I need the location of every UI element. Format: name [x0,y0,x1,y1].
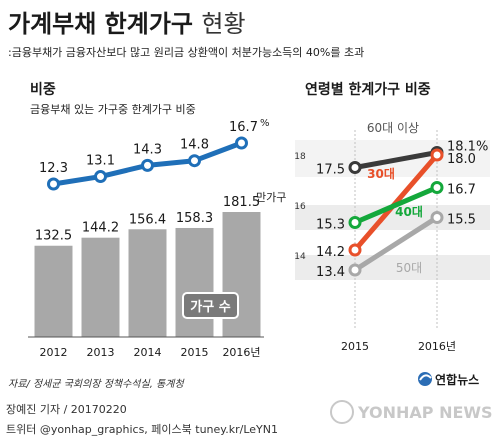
x-tick-label: 2015 [341,340,369,353]
y-tick-labels: 18 16 14 [294,152,306,262]
series-end-value: 18.1% [447,140,488,155]
bar-value-label: 158.3 [176,211,213,226]
header-title: 가계부채 한계가구 현황 [8,10,246,38]
title-sub: 현황 [201,10,245,38]
logo-text: 연합뉴스 [435,372,479,387]
line-value-label: 12.3 [39,161,68,176]
line-value-label: 13.1 [86,154,115,169]
age-series-names: 60대 이상 30대 40대 50대 [367,121,423,275]
y-band [295,255,490,280]
left-section-subtitle: 금융부채 있는 가구중 한계가구 비중 [30,103,196,116]
line-value-label: 14.3 [133,142,162,157]
series-start-value: 15.3 [316,218,345,233]
series-line [352,150,440,170]
line-value-label: 16.7 [229,120,258,135]
social-line: 트위터 @yonhap_graphics, 페이스북 tuney.kr/LeYN… [6,423,278,436]
line-point [47,177,60,191]
series-line [352,185,440,225]
x-tick-label: 2016년 [222,346,260,359]
y-tick-label: 18 [294,152,306,162]
line-value-label: 14.8 [180,138,209,153]
bar [175,227,214,337]
x-tick-labels: 2012 2013 2014 2015 2016년 [40,346,261,359]
series-start-value: 13.4 [316,265,345,280]
series-name-label: 30대 [367,167,395,181]
y-tick-label: 14 [294,252,306,262]
bar [81,237,120,337]
series-point [348,263,362,277]
x-tick-label: 2012 [40,346,68,359]
bar-badge [182,292,239,319]
series-point [430,148,444,162]
x-tick-label: 2015 [181,346,209,359]
definition-text: :금융부채가 금융자산보다 많고 원리금 상환액이 처분가능소득의 40%를 초… [8,46,364,59]
bar-label-series: 132.5 144.2 156.4 158.3 181.5 [35,195,260,244]
x-tick-labels-right: 2015 2016년 [341,340,456,353]
series-name-label: 50대 [396,261,422,275]
title-main: 가계부채 한계가구 [8,10,193,38]
series-point [348,161,362,174]
series-point [348,243,362,257]
x-tick-label: 2014 [134,346,162,359]
bar-value-label: 181.5 [223,195,260,210]
series-line [352,215,440,273]
watermark-text: YONHAP NEWS [357,403,493,422]
bar-unit-label: 만가구 [256,191,286,204]
bar [128,229,167,337]
yonhap-logo-swirl [419,374,432,381]
watermark-icon [330,400,354,424]
line-point [188,154,201,168]
left-section-title: 비중 [30,82,56,98]
bar-value-label: 144.2 [82,221,119,236]
bar-badge-label: 가구 수 [190,300,230,315]
line-point [141,158,154,172]
age-line-series [348,146,444,277]
line-unit-label: % [260,118,270,129]
y-tick-label: 16 [294,202,306,212]
x-tick-label: 2013 [87,346,115,359]
series-end-value: 18.0 [447,152,476,167]
series-end-value: 15.5 [447,213,476,228]
x-tick-label: 2016년 [418,340,456,353]
series-point [430,211,444,224]
source-note: 자료/ 정세균 국회의장 정책수석실, 통계청 [8,379,184,390]
line-point [235,136,248,150]
line-label-series: 12.3 13.1 14.3 14.8 16.7 [39,120,258,176]
byline: 장예진 기자 / 20170220 [6,403,127,416]
series-name-label: 40대 [395,205,423,219]
line-series [47,136,248,191]
bar-value-label: 132.5 [35,229,72,244]
bar [34,245,73,337]
series-point [348,216,362,229]
line-point [94,170,107,184]
series-point [430,181,444,194]
series-start-value: 17.5 [316,163,345,178]
age-value-labels: 17.5 18.1% 14.2 18.0 15.3 16.7 13.4 15.5 [316,140,488,281]
bar-value-label: 156.4 [129,212,166,227]
series-start-value: 14.2 [316,245,345,260]
right-panel-title: 연령별 한계가구 비중 [305,81,431,98]
series-name-label: 60대 이상 [367,121,419,135]
series-end-value: 16.7 [447,183,476,198]
